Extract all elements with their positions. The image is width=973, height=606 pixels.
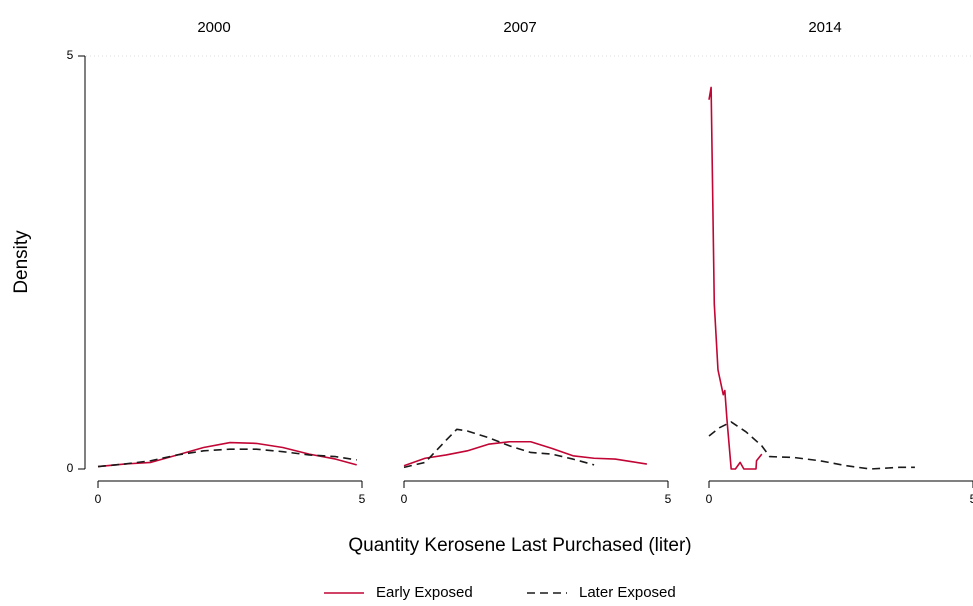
x-tick-label: 5 (665, 492, 672, 506)
panel-title: 2014 (808, 19, 841, 36)
series-line (708, 86, 763, 470)
panel-title: 2000 (197, 19, 230, 36)
legend-label: Early Exposed (376, 584, 473, 601)
y-tick-label: 0 (67, 461, 74, 475)
series-line (97, 441, 357, 468)
panel-title: 2007 (503, 19, 536, 36)
y-axis-label: Density (11, 230, 32, 294)
x-tick-label: 5 (359, 492, 366, 506)
y-tick-label: 5 (67, 48, 74, 62)
series-line (403, 440, 648, 467)
series-line (403, 428, 595, 469)
x-tick-label: 0 (401, 492, 408, 506)
series-line (97, 448, 357, 468)
x-axis-label: Quantity Kerosene Last Purchased (liter) (348, 535, 691, 556)
x-tick-label: 0 (95, 492, 102, 506)
x-tick-label: 5 (970, 492, 973, 506)
legend-label: Later Exposed (579, 584, 676, 601)
series-line (708, 421, 915, 470)
x-tick-label: 0 (706, 492, 713, 506)
